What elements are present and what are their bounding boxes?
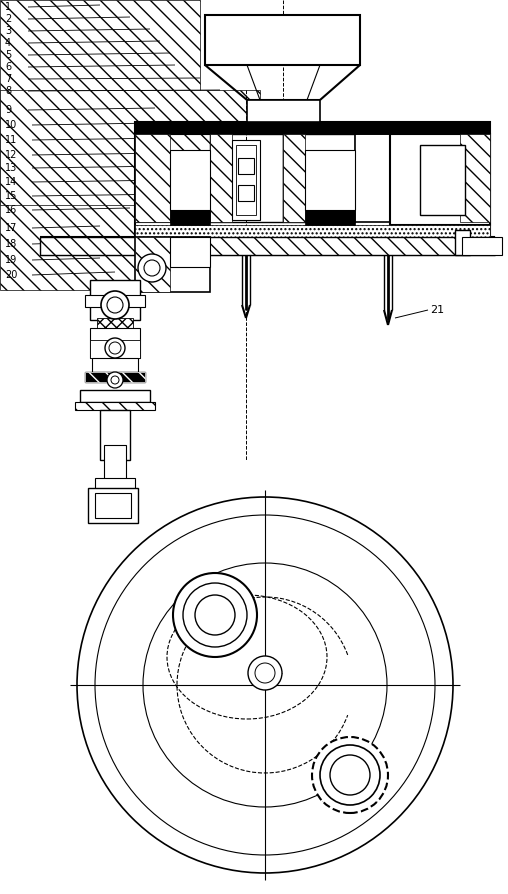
Bar (210, 134, 232, 222)
Circle shape (111, 376, 119, 384)
Bar (232, 140, 260, 220)
Bar (135, 122, 490, 237)
Text: 13: 13 (5, 163, 17, 173)
Bar (104, 445, 126, 485)
Text: 20: 20 (5, 270, 17, 280)
Bar (80, 390, 150, 402)
Circle shape (320, 745, 380, 805)
Bar (135, 237, 170, 292)
Text: 7: 7 (5, 74, 11, 84)
Bar (135, 134, 170, 222)
Circle shape (109, 342, 121, 354)
Bar (75, 402, 155, 410)
Bar (283, 134, 305, 222)
Bar (390, 134, 490, 225)
Bar (100, 410, 130, 460)
Bar (95, 493, 131, 518)
Text: 10: 10 (5, 120, 17, 130)
Text: 1: 1 (5, 2, 11, 12)
Text: 2: 2 (5, 14, 11, 24)
Text: 3: 3 (5, 26, 11, 36)
Bar (135, 134, 210, 222)
Bar (95, 478, 135, 490)
Bar (355, 134, 490, 222)
Bar (170, 210, 210, 225)
Text: 8: 8 (5, 86, 11, 96)
Bar (283, 134, 355, 222)
Circle shape (95, 515, 435, 855)
Bar (460, 134, 490, 222)
Text: 4: 4 (5, 38, 11, 48)
Circle shape (138, 254, 166, 282)
Circle shape (255, 663, 275, 683)
Bar (135, 225, 490, 237)
Circle shape (183, 583, 247, 647)
Bar (135, 237, 210, 292)
Circle shape (312, 737, 388, 813)
Bar (0, 0, 200, 290)
Bar (85, 295, 145, 307)
Bar (90, 340, 140, 358)
Bar (305, 150, 355, 210)
Bar (420, 145, 465, 215)
Text: 14: 14 (5, 177, 17, 187)
Text: 11: 11 (5, 135, 17, 145)
Bar (100, 490, 130, 520)
Bar (85, 372, 145, 382)
Bar (0, 90, 260, 205)
Bar (238, 185, 254, 201)
Bar (40, 237, 495, 255)
Circle shape (101, 291, 129, 319)
Circle shape (107, 372, 123, 388)
Text: 18: 18 (5, 239, 17, 249)
Circle shape (248, 656, 282, 690)
Circle shape (107, 297, 123, 313)
Bar (210, 134, 283, 222)
Bar (305, 210, 355, 225)
Bar (238, 158, 254, 174)
Bar (170, 150, 210, 210)
Circle shape (330, 755, 370, 795)
Bar (236, 145, 256, 215)
Bar (97, 318, 133, 328)
Text: 17: 17 (5, 223, 17, 233)
Bar (462, 237, 502, 255)
Circle shape (143, 563, 387, 807)
Text: 9: 9 (5, 105, 11, 115)
Bar (90, 328, 140, 358)
Text: 6: 6 (5, 62, 11, 72)
Text: 5: 5 (5, 50, 11, 60)
Bar (88, 488, 138, 523)
Bar (85, 372, 145, 382)
Circle shape (173, 573, 257, 657)
Circle shape (195, 595, 235, 635)
Bar (92, 358, 138, 372)
Circle shape (144, 260, 160, 276)
Bar (90, 280, 140, 320)
Bar (247, 100, 320, 122)
Text: 19: 19 (5, 255, 17, 265)
Text: 16: 16 (5, 205, 17, 215)
Circle shape (77, 497, 453, 873)
Text: 12: 12 (5, 150, 17, 160)
Bar (455, 230, 470, 255)
Bar (170, 237, 210, 267)
Bar (205, 15, 360, 65)
Circle shape (105, 338, 125, 358)
Text: 15: 15 (5, 191, 17, 201)
Text: 21: 21 (430, 305, 444, 315)
Bar (135, 122, 490, 134)
